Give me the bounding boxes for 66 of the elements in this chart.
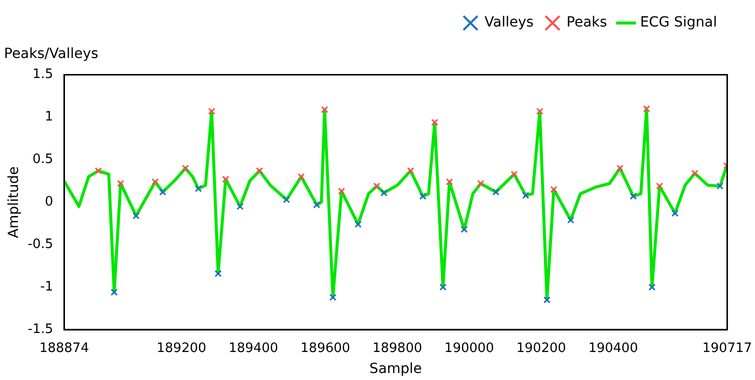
point — [321, 106, 328, 114]
x-axis-title: Sample — [369, 361, 422, 378]
point — [298, 173, 305, 180]
point — [117, 180, 124, 188]
point — [354, 220, 362, 228]
point — [236, 202, 244, 210]
x-tick-label: 189200 — [156, 340, 206, 356]
point — [656, 182, 664, 190]
point — [550, 186, 558, 194]
point — [439, 284, 447, 291]
y-tick-label: 0 — [44, 194, 54, 210]
point — [373, 182, 380, 190]
point — [159, 188, 166, 196]
x-tick-label: 190400 — [588, 340, 638, 356]
point — [616, 164, 624, 172]
point — [313, 201, 320, 208]
point — [194, 185, 202, 192]
y-tick-label: 1.5 — [32, 67, 54, 82]
point — [510, 170, 518, 178]
point — [94, 167, 102, 174]
point — [152, 178, 159, 186]
x-tick-label: 188874 — [39, 340, 89, 356]
x-tick-label: 190200 — [516, 340, 566, 356]
point — [630, 192, 637, 200]
point — [208, 108, 216, 115]
x-tick-label: 190717 — [702, 340, 752, 356]
point — [380, 189, 388, 196]
point — [648, 284, 656, 291]
point — [460, 226, 468, 233]
point — [182, 164, 189, 172]
point — [338, 188, 346, 195]
point — [407, 167, 414, 174]
point — [214, 270, 222, 278]
point — [691, 170, 698, 177]
y-tick-label: -0.5 — [28, 237, 54, 252]
point — [492, 188, 500, 196]
point — [522, 192, 530, 199]
legend-label: Peaks — [566, 14, 608, 31]
x-tick-label: 190000 — [444, 340, 494, 356]
point — [477, 180, 484, 188]
y-tick-label: 1 — [44, 110, 54, 125]
point — [643, 105, 650, 112]
point — [671, 210, 679, 217]
point — [716, 182, 724, 190]
point — [132, 212, 140, 220]
point — [329, 294, 336, 301]
x-tick-label: 189800 — [372, 340, 422, 356]
y-tick-label: -1.5 — [28, 322, 54, 337]
y-tick-label: -1 — [40, 280, 54, 295]
chart-title: Peaks/Valleys — [4, 46, 98, 62]
legend-label: ECG Signal — [640, 14, 718, 31]
point — [543, 296, 551, 304]
point — [419, 192, 426, 200]
point — [110, 288, 118, 296]
x-tick-label: 189600 — [300, 340, 350, 356]
point — [256, 167, 264, 174]
x-tick-label: 189400 — [228, 340, 278, 356]
legend-label: Valleys — [484, 14, 534, 31]
y-axis-title: Amplitude — [6, 166, 22, 238]
y-tick-label: 0.5 — [32, 152, 54, 168]
point — [536, 108, 544, 115]
point — [446, 178, 454, 186]
point — [567, 216, 574, 224]
point — [282, 196, 290, 204]
point — [222, 176, 230, 183]
point — [431, 118, 438, 126]
